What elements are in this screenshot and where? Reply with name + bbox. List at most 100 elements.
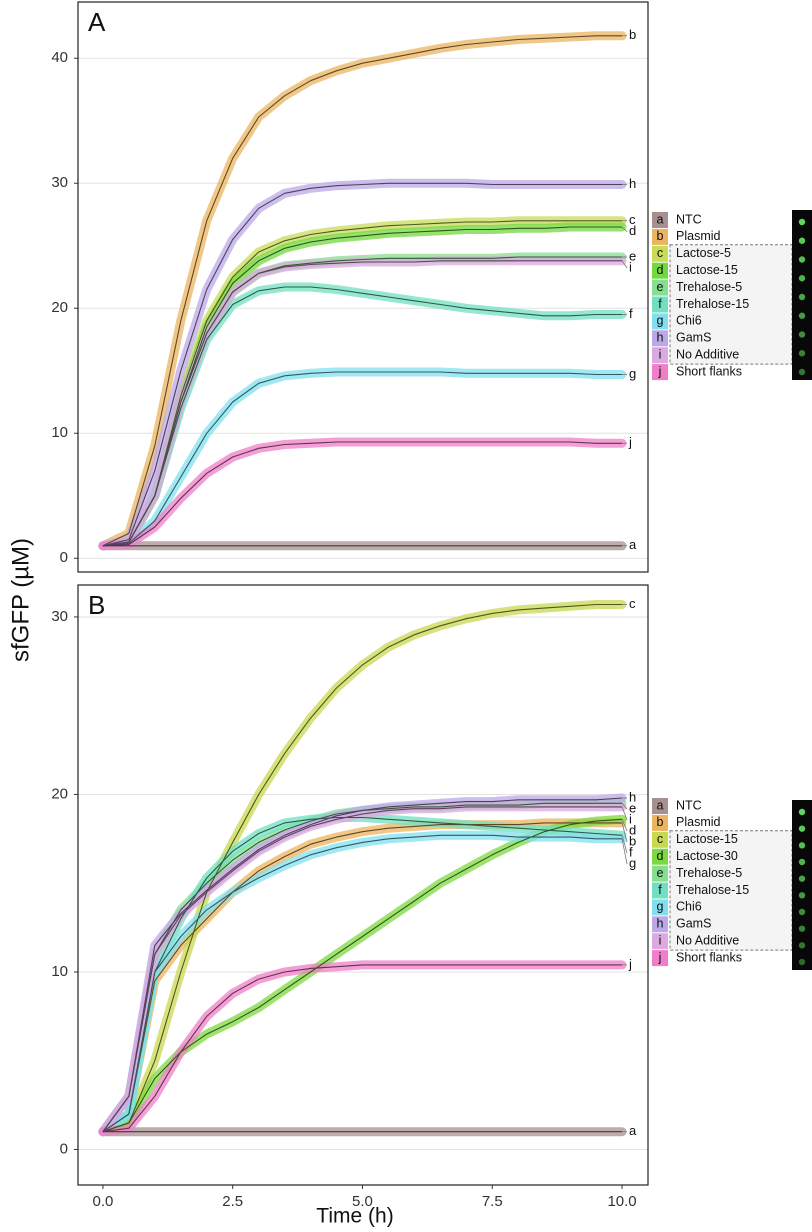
legend-group-box xyxy=(669,830,793,951)
legend-letter: b xyxy=(657,229,664,243)
end-label: h xyxy=(629,789,636,804)
end-label: a xyxy=(629,537,637,552)
image-dot xyxy=(798,218,806,226)
ribbon xyxy=(98,960,627,1137)
image-dot xyxy=(798,312,806,319)
legend-letter: h xyxy=(657,331,664,345)
label-leader xyxy=(621,819,628,832)
legend-letter: i xyxy=(659,933,662,947)
legend-letter: f xyxy=(658,883,662,897)
label-leader xyxy=(621,838,628,865)
legend-letter: j xyxy=(658,950,662,964)
x-tick-label: 10.0 xyxy=(607,1193,636,1210)
legend-swatch xyxy=(652,330,668,347)
panel-label: A xyxy=(88,7,106,37)
legend-name: Plasmid xyxy=(676,815,721,829)
image-dot xyxy=(798,942,806,949)
image-dot xyxy=(798,368,806,376)
series-line xyxy=(102,441,622,547)
legend-name: Plasmid xyxy=(676,229,721,243)
image-dot xyxy=(798,825,806,832)
end-label: e xyxy=(629,800,636,815)
y-tick-label: 10 xyxy=(51,424,68,441)
legend-letter: j xyxy=(658,364,662,378)
legend-name: GamS xyxy=(676,917,711,931)
legend-name: No Additive xyxy=(676,347,739,361)
legend-swatch xyxy=(652,933,668,950)
x-tick-label: 2.5 xyxy=(222,1193,243,1210)
legend-swatch xyxy=(652,798,668,814)
image-dot xyxy=(798,256,806,263)
image-dot xyxy=(798,908,806,916)
ribbon xyxy=(98,437,627,551)
series-line xyxy=(102,818,623,1133)
series-line xyxy=(102,603,622,1133)
legend-letter: a xyxy=(657,798,664,812)
legend-name: Short flanks xyxy=(676,364,742,378)
y-tick-label: 20 xyxy=(51,299,68,316)
label-leader xyxy=(621,835,628,854)
label-leader xyxy=(621,806,628,821)
legend-name: Trehalose-15 xyxy=(676,297,749,311)
series-line xyxy=(102,964,622,1133)
legend-name: Lactose-30 xyxy=(676,849,738,863)
image-dot xyxy=(798,892,806,899)
image-dot xyxy=(798,293,806,301)
series-line xyxy=(102,371,622,547)
image-dot xyxy=(798,331,806,338)
image-dot xyxy=(798,958,806,966)
end-label: b xyxy=(629,833,636,848)
legend-name: NTC xyxy=(676,212,702,226)
end-label: h xyxy=(629,176,636,191)
legend-swatch xyxy=(652,212,668,228)
y-tick-label: 30 xyxy=(51,174,68,191)
x-tick-label: 7.5 xyxy=(482,1193,503,1210)
legend-letter: d xyxy=(657,849,664,863)
legend-swatch xyxy=(652,279,668,296)
series-line xyxy=(102,822,622,1133)
legend-swatch xyxy=(652,899,668,916)
legend-swatch xyxy=(652,347,668,364)
series-line xyxy=(102,260,622,547)
y-tick-label: 0 xyxy=(60,1140,68,1157)
legend-name: No Additive xyxy=(676,933,739,947)
y-axis-label: sfGFP (µM) xyxy=(7,538,34,662)
series-line xyxy=(102,797,623,1133)
end-label: g xyxy=(629,855,636,870)
legend-swatch xyxy=(652,916,668,933)
end-label: i xyxy=(629,259,632,274)
series-line xyxy=(102,220,622,547)
end-label: i xyxy=(629,811,632,826)
y-tick-label: 10 xyxy=(51,963,68,980)
legend-swatch xyxy=(652,262,668,279)
image-dot xyxy=(798,237,806,244)
legend-letter: i xyxy=(659,347,662,361)
legend-name: Chi6 xyxy=(676,900,702,914)
legend-swatch xyxy=(652,313,668,330)
y-tick-label: 40 xyxy=(51,49,68,66)
end-label: f xyxy=(629,844,633,859)
end-label: f xyxy=(629,306,633,321)
legend-swatch xyxy=(652,950,668,967)
image-dot xyxy=(798,275,806,282)
series-line xyxy=(102,182,622,547)
end-label: j xyxy=(628,435,632,450)
legend-name: Trehalose-5 xyxy=(676,866,742,880)
legend-letter: f xyxy=(658,297,662,311)
y-tick-label: 30 xyxy=(51,608,68,625)
plot-frame xyxy=(77,1,649,573)
legend-name: Short flanks xyxy=(676,950,742,964)
legend-swatch xyxy=(652,364,668,381)
series-line xyxy=(102,35,622,547)
legend-swatch xyxy=(652,245,668,262)
label-leader xyxy=(621,803,628,810)
end-label: g xyxy=(629,366,636,381)
series-line xyxy=(102,286,622,547)
end-label: b xyxy=(629,27,636,42)
end-label: a xyxy=(629,1123,637,1138)
legend-name: Chi6 xyxy=(676,314,702,328)
image-dot xyxy=(798,842,806,849)
end-label: d xyxy=(629,822,636,837)
legend-letter: g xyxy=(657,314,664,328)
